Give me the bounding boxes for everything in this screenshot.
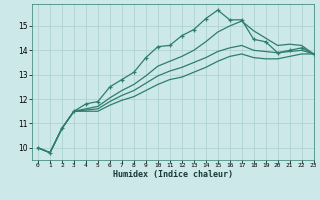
X-axis label: Humidex (Indice chaleur): Humidex (Indice chaleur) bbox=[113, 170, 233, 179]
